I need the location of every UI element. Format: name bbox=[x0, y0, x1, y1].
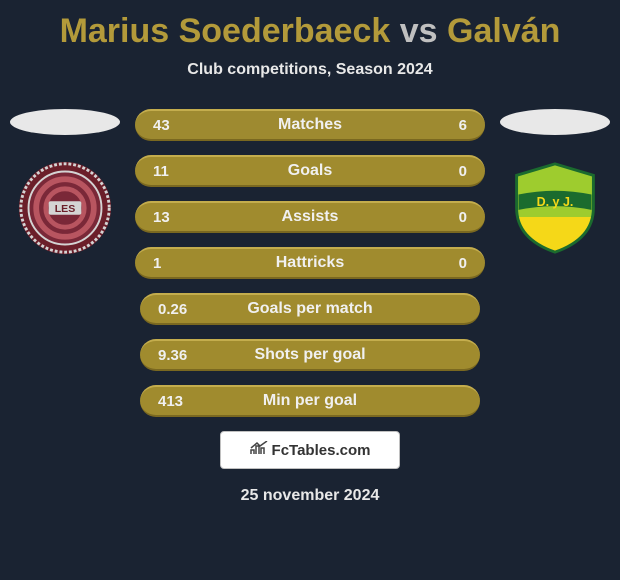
stat-right-value: 6 bbox=[459, 117, 467, 134]
player1-column: LES bbox=[5, 109, 125, 293]
stat-left-value: 0.26 bbox=[158, 301, 187, 318]
stat-label: Shots per goal bbox=[254, 346, 365, 364]
stat-row: 9.36 Shots per goal bbox=[140, 339, 480, 371]
stat-left-value: 413 bbox=[158, 393, 183, 410]
stat-left-value: 11 bbox=[153, 163, 169, 180]
subtitle: Club competitions, Season 2024 bbox=[0, 61, 620, 79]
stat-right-value: 0 bbox=[459, 209, 467, 226]
page-title: Marius Soederbaeck vs Galván bbox=[0, 0, 620, 51]
stat-label: Matches bbox=[278, 116, 342, 134]
stat-left-value: 43 bbox=[153, 117, 170, 134]
player2-club-badge: D. y J. bbox=[507, 160, 603, 256]
date-label: 25 november 2024 bbox=[0, 487, 620, 505]
stat-label: Hattricks bbox=[276, 254, 344, 272]
source-label: FcTables.com bbox=[272, 442, 371, 459]
stat-row: 1 Hattricks 0 bbox=[135, 247, 485, 279]
stat-left-value: 13 bbox=[153, 209, 170, 226]
stat-left-value: 1 bbox=[153, 255, 161, 272]
player2-photo-placeholder bbox=[500, 109, 610, 135]
stats-lower-column: 0.26 Goals per match 9.36 Shots per goal 413… bbox=[130, 293, 490, 417]
svg-text:LES: LES bbox=[55, 203, 76, 215]
stat-label: Goals bbox=[288, 162, 332, 180]
stat-label: Assists bbox=[282, 208, 339, 226]
source-badge: FcTables.com bbox=[220, 431, 400, 469]
vs-label: vs bbox=[400, 12, 438, 50]
player1-club-badge: LES bbox=[17, 160, 113, 256]
stat-label: Goals per match bbox=[247, 300, 372, 318]
stat-row: 43 Matches 6 bbox=[135, 109, 485, 141]
chart-icon bbox=[250, 441, 268, 460]
stat-label: Min per goal bbox=[263, 392, 357, 410]
svg-text:D. y J.: D. y J. bbox=[537, 195, 574, 209]
content-area: LES 43 Matches 6 11 Goals 0 13 Assists 0 1 Hattric… bbox=[0, 109, 620, 293]
stat-right-value: 0 bbox=[459, 255, 467, 272]
stats-column: 43 Matches 6 11 Goals 0 13 Assists 0 1 Hattricks 0 bbox=[125, 109, 495, 293]
player1-name: Marius Soederbaeck bbox=[60, 12, 391, 50]
stat-row: 413 Min per goal bbox=[140, 385, 480, 417]
player2-column: D. y J. bbox=[495, 109, 615, 293]
stat-row: 11 Goals 0 bbox=[135, 155, 485, 187]
player2-name: Galván bbox=[447, 12, 560, 50]
player1-photo-placeholder bbox=[10, 109, 120, 135]
stat-row: 0.26 Goals per match bbox=[140, 293, 480, 325]
stat-left-value: 9.36 bbox=[158, 347, 187, 364]
stat-row: 13 Assists 0 bbox=[135, 201, 485, 233]
stat-right-value: 0 bbox=[459, 163, 467, 180]
